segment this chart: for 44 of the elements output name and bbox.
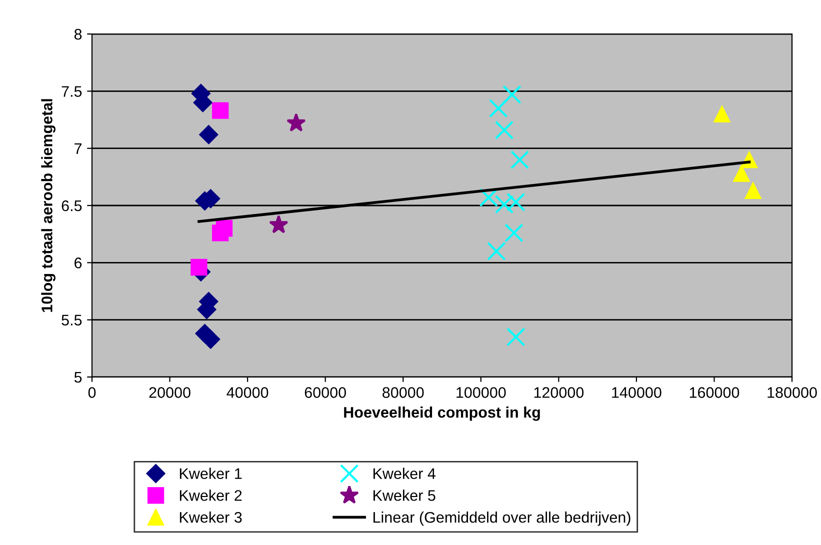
point [489,98,508,118]
point [212,102,229,119]
point [201,330,220,349]
x-tick-label: 160000 [690,387,740,398]
legend-label: Kweker 5 [374,490,436,501]
point [494,120,514,140]
point [487,242,506,261]
legend-label: Linear (Gemiddeld over alle bedrijven) [374,512,630,526]
point [714,106,730,122]
point [269,214,288,234]
x-tick-label: 100000 [456,387,506,398]
x-tick-label: 40000 [226,387,268,398]
x-tick-label: 0 [88,387,96,398]
point [494,194,514,214]
point [733,165,750,182]
y-axis-title: 10log totaal aeroob kiemgetal [41,99,56,312]
y-tick-label: 6.5 [62,200,82,212]
legend-label: Kweker 2 [180,490,242,501]
x-tick-label: 60000 [304,387,346,398]
y-tick-label: 6 [74,258,82,268]
y-tick-label: 7.5 [62,86,82,97]
legend-label: Kweker 3 [180,512,242,523]
x-tick-label: 140000 [612,387,662,398]
y-tick-label: 7 [74,143,82,154]
point [744,182,762,199]
y-tick-label: 5.5 [62,314,82,326]
point [510,150,530,170]
point [216,220,233,237]
x-axis-title: Hoeveelheid compost in kg [344,406,540,421]
point [190,258,208,276]
point [502,85,522,104]
x-tick-label: 180000 [768,387,817,398]
x-tick-label: 80000 [382,387,424,398]
point [286,113,306,132]
point [199,125,218,144]
point [504,224,524,242]
point [506,192,526,212]
legend-label: Kweker 4 [374,468,436,480]
y-tick-label: 5 [74,372,82,383]
x-tick-label: 120000 [534,387,584,398]
x-tick-label: 20000 [149,387,190,398]
y-tick-label: 8 [74,28,82,40]
point [506,328,526,346]
legend-label: Kweker 1 [180,468,242,480]
